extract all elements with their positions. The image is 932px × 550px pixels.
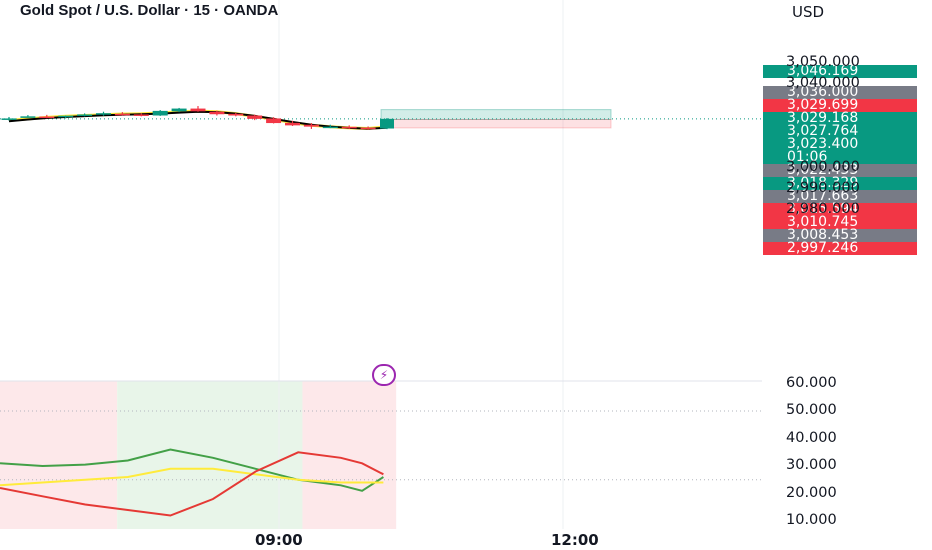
oscillator-line-2: [0, 451, 384, 517]
candle-body-15: [285, 122, 300, 126]
price-tag: 3,015.594: [763, 202, 917, 217]
oscillator-zone-0: [0, 381, 118, 529]
price-tag: 3,018.329: [763, 176, 917, 191]
time-axis-label: 12:00: [551, 531, 599, 549]
candle-body-0: [1, 118, 17, 120]
price-tag: 3,036.000: [763, 85, 917, 99]
bar-countdown: 01:06: [787, 149, 828, 166]
chart-title: Gold Spot / U.S. Dollar · 15 · OANDA: [20, 2, 279, 19]
candle-body-19: [360, 127, 376, 130]
oscillator-line-0: [0, 448, 384, 492]
price-axis-label: 2,980.000: [786, 201, 860, 217]
candle-body-13: [247, 115, 263, 119]
candle-body-20: [380, 118, 394, 129]
oscillator-axis-label: 60.000: [786, 374, 837, 391]
candle-body-17: [322, 126, 338, 129]
lightning-icon[interactable]: ⚡: [372, 364, 396, 386]
candle-body-8: [152, 110, 168, 116]
oscillator-line-1: [0, 467, 384, 487]
candle-body-2: [39, 116, 55, 119]
candle-body-6: [114, 113, 130, 116]
price-tag: 3,008.453: [763, 228, 917, 243]
price-tag: 3,046.169: [763, 64, 917, 78]
candle-body-9: [171, 108, 187, 112]
price-tag: 3,027.764: [763, 124, 917, 139]
position-target-zone: [380, 109, 612, 120]
candle-body-14: [266, 118, 282, 124]
price-tag: 3,017.663: [763, 189, 917, 204]
price-axis-label: 2,990.000: [786, 180, 860, 196]
oscillator-axis-label: 30.000: [786, 457, 837, 473]
price-axis-label: 3,000.000: [786, 159, 860, 175]
candle-body-4: [77, 114, 93, 116]
price-tag: 3,029.168: [763, 111, 917, 126]
price-axis-label: 3,040.000: [786, 75, 860, 91]
last-price-tag: 3,023.400 01:06: [763, 137, 917, 166]
price-tag: 2,997.246: [763, 241, 917, 256]
position-stop-zone: [380, 118, 612, 129]
candle-body-3: [58, 115, 74, 118]
price-tag: 3,022.433: [763, 163, 917, 178]
candle-body-10: [190, 108, 206, 112]
oscillator-axis-label: 20.000: [786, 484, 837, 501]
price-tag: 3,029.699: [763, 98, 917, 113]
currency-label: USD: [792, 3, 825, 21]
candle-body-1: [20, 116, 36, 118]
candle-body-11: [209, 111, 225, 115]
time-axis-label: 09:00: [255, 531, 303, 549]
oscillator-axis-label: 40.000: [786, 429, 837, 446]
price-tag: 3,010.745: [763, 215, 917, 230]
price-axis-label: 3,050.000: [786, 54, 860, 70]
candle-body-5: [96, 113, 111, 115]
oscillator-zone-1: [117, 381, 303, 529]
candle-body-12: [228, 113, 244, 116]
oscillator-axis-label: 50.000: [786, 402, 837, 418]
candle-body-18: [341, 126, 357, 129]
oscillator-axis-label: 10.000: [786, 512, 837, 528]
candle-body-16: [303, 124, 319, 127]
candle-body-7: [133, 114, 149, 116]
